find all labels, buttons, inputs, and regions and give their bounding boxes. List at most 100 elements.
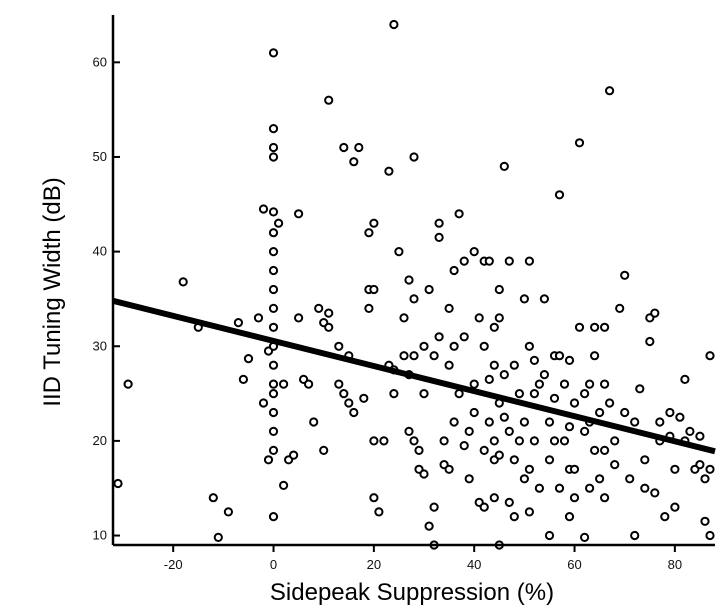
y-tick-label: 50 (93, 149, 107, 164)
x-axis-title: Sidepeak Suppression (%) (270, 579, 554, 606)
data-point (294, 313, 304, 323)
data-point (268, 265, 279, 276)
data-point (569, 464, 580, 474)
data-point (469, 407, 479, 418)
data-point (524, 507, 535, 517)
y-tick-label: 10 (93, 528, 107, 543)
data-point (524, 464, 535, 474)
data-point (605, 86, 615, 96)
data-point (339, 389, 349, 399)
data-point (509, 455, 519, 465)
data-point (524, 256, 535, 266)
data-point (539, 294, 550, 304)
data-point (268, 445, 279, 455)
data-point (620, 407, 630, 418)
data-point (263, 455, 274, 465)
data-point (610, 460, 620, 470)
data-point (549, 393, 560, 403)
data-point (574, 138, 585, 148)
data-point (529, 436, 540, 446)
data-point (354, 142, 364, 153)
data-point (544, 530, 555, 541)
data-point (359, 393, 369, 403)
data-point (404, 426, 414, 436)
data-point (399, 313, 409, 323)
data-point (434, 218, 444, 228)
y-tick-label: 60 (93, 54, 107, 69)
x-tick-label: -20 (164, 557, 183, 572)
data-point (389, 389, 399, 399)
data-point (268, 124, 279, 134)
data-point (655, 417, 665, 427)
data-point (585, 379, 595, 389)
data-point (268, 407, 279, 418)
data-point (670, 464, 680, 474)
data-point (600, 493, 610, 503)
data-point (499, 161, 509, 171)
data-point (258, 204, 269, 214)
data-point (279, 379, 289, 389)
data-point (539, 370, 550, 380)
data-points (113, 19, 715, 550)
data-point (544, 417, 555, 427)
data-point (479, 341, 489, 351)
data-point (429, 502, 439, 512)
x-tick-label: 60 (567, 557, 581, 572)
data-point (289, 450, 299, 460)
data-point (459, 441, 469, 451)
data-point (600, 379, 610, 389)
data-point (454, 209, 464, 219)
data-point (494, 313, 504, 323)
data-point (705, 351, 715, 361)
data-point (559, 379, 570, 389)
data-point (434, 232, 444, 242)
data-point (479, 445, 489, 455)
data-point (334, 341, 344, 351)
data-point (444, 360, 454, 370)
data-point (268, 426, 279, 436)
data-point (554, 483, 565, 493)
data-point (519, 417, 530, 427)
data-point (379, 436, 389, 446)
data-point (640, 483, 650, 493)
data-point (268, 303, 279, 313)
data-point (564, 422, 575, 432)
data-point (504, 497, 514, 507)
data-point (569, 398, 580, 408)
data-point (123, 379, 133, 389)
data-point (113, 478, 123, 489)
data-point (625, 474, 635, 484)
data-point (243, 354, 254, 364)
data-point (449, 417, 459, 427)
data-point (640, 455, 650, 465)
data-point (208, 493, 218, 503)
data-point (595, 474, 605, 484)
data-point (344, 398, 354, 408)
data-point (650, 488, 660, 498)
data-point (324, 308, 334, 318)
data-point (585, 483, 595, 493)
data-point (223, 507, 233, 517)
data-point (369, 436, 379, 446)
data-point (680, 374, 690, 384)
data-point (554, 351, 565, 361)
data-point (474, 313, 484, 323)
data-point (364, 228, 374, 238)
data-point (630, 417, 640, 427)
data-point (464, 426, 474, 436)
data-point (268, 284, 279, 295)
data-point (279, 480, 289, 490)
data-point (324, 95, 334, 105)
data-point (268, 48, 279, 58)
data-point (534, 379, 545, 389)
data-point (700, 516, 710, 526)
data-point (665, 407, 675, 418)
data-point (324, 322, 334, 332)
data-point (509, 512, 519, 522)
data-point (409, 436, 419, 446)
x-tick-label: 40 (467, 557, 481, 572)
data-point (489, 322, 499, 332)
data-point (409, 351, 419, 361)
data-point (268, 379, 279, 389)
